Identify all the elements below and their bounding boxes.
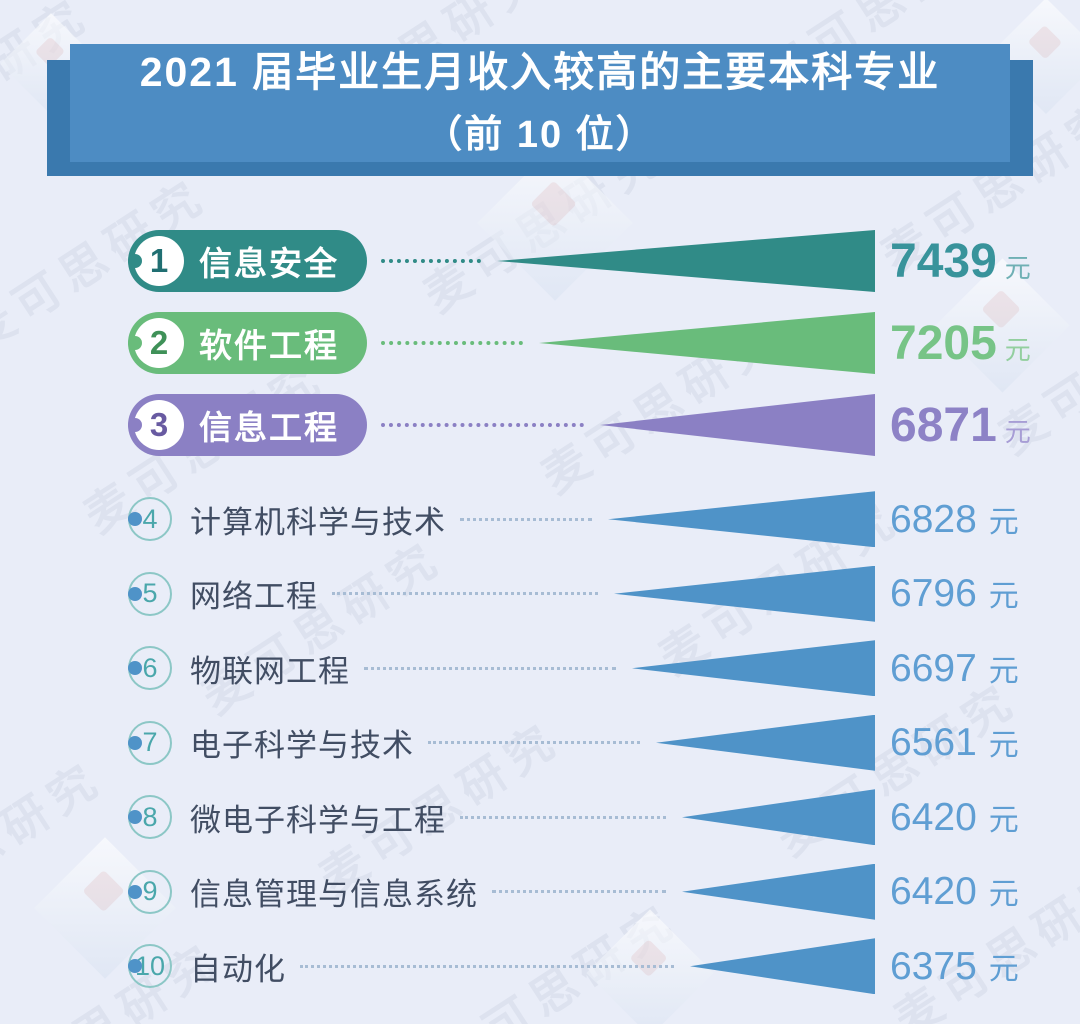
dotted-leader	[381, 423, 584, 427]
wedge-apex-dot	[128, 810, 142, 825]
income-unit: 元	[1004, 252, 1031, 283]
rank-label-group: 3 信息工程	[128, 394, 367, 456]
income-unit: 元	[988, 952, 1019, 986]
rank-label-group: 5 网络工程	[128, 571, 318, 616]
dotted-leader	[460, 815, 666, 819]
income-bar-wedge	[614, 565, 875, 622]
major-label: 计算机科学与技术	[190, 504, 446, 540]
chart-row: 3 信息工程 6871 元	[0, 384, 1080, 466]
chart-row: 8 微电子科学与工程 6420 元	[0, 780, 1080, 855]
income-value: 6420 元	[890, 795, 1040, 840]
major-label: 信息管理与信息系统	[190, 877, 478, 913]
dotted-leader	[300, 964, 674, 968]
wedge-apex-dot	[128, 884, 142, 899]
income-unit: 元	[988, 505, 1019, 539]
rank-label-group: 7 电子科学与技术	[128, 720, 414, 765]
income-bar-wedge	[632, 640, 875, 697]
major-label: 软件工程	[199, 327, 339, 364]
chart-row: 5 网络工程 6796 元	[0, 557, 1080, 632]
income-number: 6828	[890, 497, 977, 541]
income-value: 7439 元	[890, 234, 1040, 289]
dotted-leader	[428, 741, 640, 745]
wedge-apex-dot	[128, 418, 142, 432]
income-bar-wedge	[608, 491, 875, 548]
chart-row: 4 计算机科学与技术 6828 元	[0, 482, 1080, 557]
rank-number: 2	[134, 318, 184, 368]
income-value: 6375 元	[890, 944, 1040, 989]
income-bar-wedge	[497, 230, 875, 292]
income-value: 6561 元	[890, 720, 1040, 765]
dotted-leader	[492, 890, 666, 894]
dotted-leader	[332, 592, 598, 596]
wedge-apex-dot	[128, 735, 142, 750]
income-bar-wedge	[539, 312, 875, 374]
chart-rows: 1 信息安全 7439 元 2 软件工程 7205 元 3 信息工程 6871	[0, 220, 1080, 1004]
income-bar-wedge	[656, 714, 875, 771]
income-unit: 元	[988, 654, 1019, 688]
income-bar-wedge	[682, 789, 875, 846]
wedge-apex-dot	[128, 586, 142, 601]
income-bar-wedge	[690, 938, 875, 995]
income-value: 6871 元	[890, 398, 1040, 453]
income-number: 7439	[890, 234, 997, 288]
wedge-apex-dot	[128, 512, 142, 527]
income-unit: 元	[988, 803, 1019, 837]
rank-label-group: 9 信息管理与信息系统	[128, 869, 478, 914]
income-value: 7205 元	[890, 316, 1040, 371]
income-number: 6697	[890, 646, 977, 690]
chart-row: 7 电子科学与技术 6561 元	[0, 706, 1080, 781]
income-value: 6828 元	[890, 497, 1040, 542]
rank-label-group: 2 软件工程	[128, 312, 367, 374]
income-number: 6420	[890, 795, 977, 839]
rank-label-group: 1 信息安全	[128, 230, 367, 292]
title-banner: 2021 届毕业生月收入较高的主要本科专业 （前 10 位）	[70, 44, 1010, 162]
income-value: 6796 元	[890, 571, 1040, 616]
wedge-apex-dot	[128, 254, 142, 268]
dotted-leader	[381, 259, 481, 263]
rank-label-group: 10 自动化	[128, 944, 286, 989]
rank-label-group: 4 计算机科学与技术	[128, 497, 446, 542]
rank-label-group: 8 微电子科学与工程	[128, 795, 446, 840]
chart-row: 9 信息管理与信息系统 6420 元	[0, 855, 1080, 930]
rank-number: 3	[134, 400, 184, 450]
wedge-apex-dot	[128, 661, 142, 676]
income-bar-wedge	[682, 863, 875, 920]
income-number: 6420	[890, 870, 977, 914]
chart-row: 1 信息安全 7439 元	[0, 220, 1080, 302]
chart-row: 6 物联网工程 6697 元	[0, 631, 1080, 706]
dotted-leader	[460, 517, 592, 521]
income-unit: 元	[1004, 416, 1031, 447]
chart-row: 10 自动化 6375 元	[0, 929, 1080, 1004]
rank-number: 1	[134, 236, 184, 286]
poster-subtitle: （前 10 位）	[424, 114, 656, 157]
income-number: 6561	[890, 721, 977, 765]
income-value: 6420 元	[890, 869, 1040, 914]
major-label: 电子科学与技术	[190, 728, 414, 764]
income-number: 7205	[890, 316, 997, 370]
rank-label-group: 6 物联网工程	[128, 646, 350, 691]
major-label: 信息安全	[199, 245, 339, 282]
income-number: 6796	[890, 572, 977, 616]
major-label: 物联网工程	[190, 653, 350, 689]
chart-row: 2 软件工程 7205 元	[0, 302, 1080, 384]
income-unit: 元	[988, 729, 1019, 763]
major-label: 微电子科学与工程	[190, 802, 446, 838]
income-unit: 元	[988, 580, 1019, 614]
major-label: 网络工程	[190, 579, 318, 615]
dotted-leader	[381, 341, 523, 345]
income-bar-wedge	[600, 394, 875, 456]
income-number: 6871	[890, 398, 997, 452]
income-unit: 元	[988, 878, 1019, 912]
poster-title: 2021 届毕业生月收入较高的主要本科专业	[139, 48, 941, 95]
major-label: 自动化	[190, 951, 286, 987]
dotted-leader	[364, 666, 616, 670]
income-number: 6375	[890, 944, 977, 988]
income-unit: 元	[1004, 334, 1031, 365]
income-value: 6697 元	[890, 646, 1040, 691]
wedge-apex-dot	[128, 336, 142, 350]
major-label: 信息工程	[199, 409, 339, 446]
